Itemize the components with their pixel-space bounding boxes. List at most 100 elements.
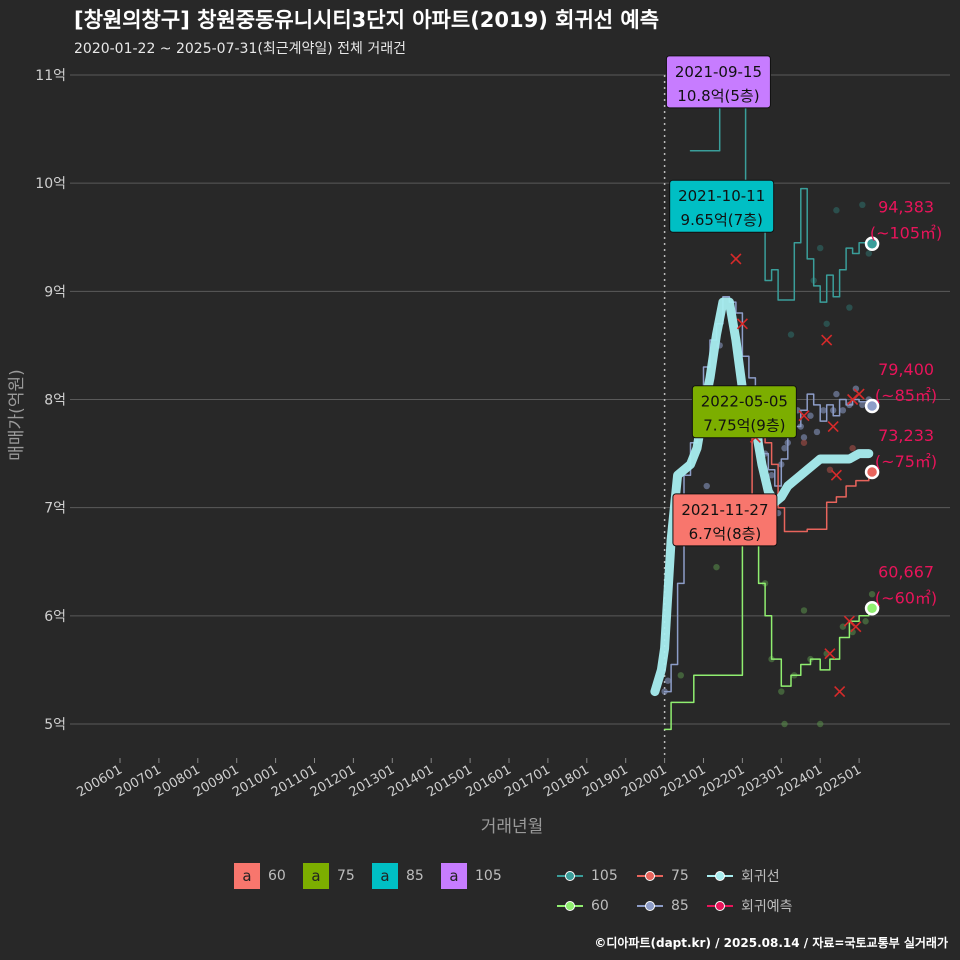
- scatter-point-85: [781, 444, 788, 452]
- legend-label-60: 60: [268, 868, 286, 884]
- scatter-point-105: [859, 201, 866, 208]
- scatter-point-85: [839, 407, 847, 414]
- legend-swatch-85: a: [372, 863, 398, 889]
- y-tick-label: 7억: [44, 501, 66, 517]
- scatter-point-60: [862, 618, 869, 625]
- scatter-point-75: [800, 439, 808, 446]
- endpoint-marker: [864, 601, 880, 616]
- legend-series-label-105: 105: [591, 868, 618, 884]
- scatter-point-60: [677, 672, 685, 679]
- y-axis-label: 매매가(억원): [7, 369, 27, 460]
- series-line-60: [663, 539, 870, 731]
- legend-box-105: a 105: [441, 863, 502, 889]
- prediction-cross: [853, 388, 865, 400]
- scatter-point-75: [849, 444, 856, 452]
- scatter-point-105: [833, 207, 840, 214]
- y-axis-ticks: 5억 6억 7억 8억 9억 10억 11억: [35, 68, 66, 733]
- legend-symbol-85: [637, 896, 663, 916]
- endpoint-marker: [864, 398, 880, 414]
- prediction-cross: [824, 648, 836, 660]
- prediction-cross: [798, 410, 810, 422]
- chart-title: [창원의창구] 창원중동유니시티3단지 아파트(2019) 회귀선 예측: [74, 8, 660, 32]
- scatter-point-105: [787, 331, 795, 338]
- callout-labels: 2021-09-1510.8억(5층)2021-10-119.65억(7층)20…: [665, 55, 797, 547]
- prediction-cross: [821, 334, 833, 346]
- legend-series-85: 85: [637, 896, 689, 916]
- scatter-point-60: [800, 607, 808, 614]
- scatter-point-85: [768, 472, 775, 479]
- callout-value: 9.65억(7층): [681, 211, 763, 229]
- callout-box: 2021-10-11 9.65억(7층): [669, 179, 775, 233]
- prediction-cross: [830, 469, 842, 481]
- endpoint-value-label: 60,667: [878, 562, 934, 581]
- callout-value: 6.7억(8층): [689, 525, 762, 543]
- legend-symbol-105: [557, 866, 583, 886]
- scatter-point-60: [868, 591, 876, 598]
- scatter-point-85: [664, 677, 672, 684]
- legend-series-label-75: 75: [671, 868, 689, 884]
- legend-swatch-75: a: [303, 863, 329, 889]
- legend-label-85: 85: [406, 868, 424, 884]
- callout-value: 7.75억(9층): [703, 417, 785, 435]
- prediction-cross: [736, 318, 748, 330]
- scatter-point-85: [833, 390, 840, 398]
- scatter-point-60: [781, 720, 788, 728]
- callout-background: [669, 179, 775, 233]
- scatter-point-60: [817, 720, 824, 728]
- callout-value: 10.8억(5층): [677, 87, 759, 105]
- chart-subtitle: 2020-01-22 ~ 2025-07-31(최근계약일) 전체 거래건: [74, 41, 406, 57]
- scatter-point-85: [800, 434, 808, 441]
- endpoint-value-label: 79,400: [878, 360, 934, 379]
- y-tick-label: 10억: [35, 176, 66, 192]
- legend-series-105: 105: [557, 866, 618, 886]
- callout-box: 2021-11-27 6.7억(8층): [672, 493, 778, 547]
- legend-label-75: 75: [337, 868, 355, 884]
- scatter-point-85: [820, 407, 827, 414]
- endpoint-size-label: (~105㎡): [870, 224, 942, 243]
- callout-date: 2021-09-15: [675, 63, 762, 81]
- endpoint-value-label: 73,233: [878, 426, 934, 445]
- callout-background: [691, 385, 797, 439]
- y-tick-label: 11억: [35, 68, 66, 84]
- endpoint-markers: 94,383 (~105㎡) 79,400 (~85㎡) 73,233 (~75㎡) 60,…: [864, 198, 942, 616]
- scatter-point-60: [713, 563, 720, 571]
- prediction-cross: [834, 685, 846, 698]
- legend-box-85: a 85: [372, 863, 424, 889]
- y-tick-label: 8억: [44, 393, 66, 409]
- footer-credit: ©디아파트(dapt.kr) / 2025.08.14 / 자료=국토교통부 실…: [594, 936, 948, 950]
- prediction-cross: [827, 420, 839, 433]
- endpoint-value-label: 94,383: [878, 198, 934, 217]
- scatter-point-105: [817, 244, 824, 252]
- y-tick-label: 6억: [44, 609, 66, 625]
- legend-series-75: 75: [637, 866, 689, 886]
- scatter-point-85: [813, 428, 821, 436]
- legend-swatch-105: a: [441, 863, 467, 889]
- legend-symbol-regression: [707, 866, 733, 886]
- legend-series-prediction: 회귀예측: [707, 896, 793, 916]
- x-axis-ticks: 2006012007012008012009012010012011012012…: [75, 758, 864, 800]
- scatter-point-85: [859, 401, 866, 409]
- callout-background: [665, 55, 771, 109]
- y-tick-label: 9억: [44, 284, 66, 300]
- legend-label-105: 105: [475, 868, 502, 884]
- scatter-point-85: [807, 412, 814, 419]
- legend-series-label-85: 85: [671, 898, 689, 914]
- endpoint-size-label: (~60㎡): [875, 588, 937, 607]
- prediction-cross: [730, 253, 742, 265]
- scatter-point-105: [823, 320, 830, 327]
- scatter-point-85: [703, 482, 710, 490]
- legend-series-label-60: 60: [591, 898, 609, 914]
- callout-date: 2021-11-27: [681, 501, 768, 519]
- legend-series-regression: 회귀선: [707, 866, 780, 886]
- endpoint-size-label: (~75㎡): [875, 452, 937, 471]
- legend-box-75: a 75: [303, 863, 355, 889]
- endpoint-marker: [864, 464, 880, 480]
- callout-box: 2021-09-15 10.8억(5층): [665, 55, 771, 109]
- scatter-point-105: [846, 304, 853, 311]
- prediction-crosses: [730, 253, 865, 698]
- callout-date: 2021-10-11: [678, 187, 765, 205]
- series-line-75: [735, 425, 870, 541]
- prediction-cross: [850, 621, 862, 633]
- legend-symbol-75: [637, 866, 663, 886]
